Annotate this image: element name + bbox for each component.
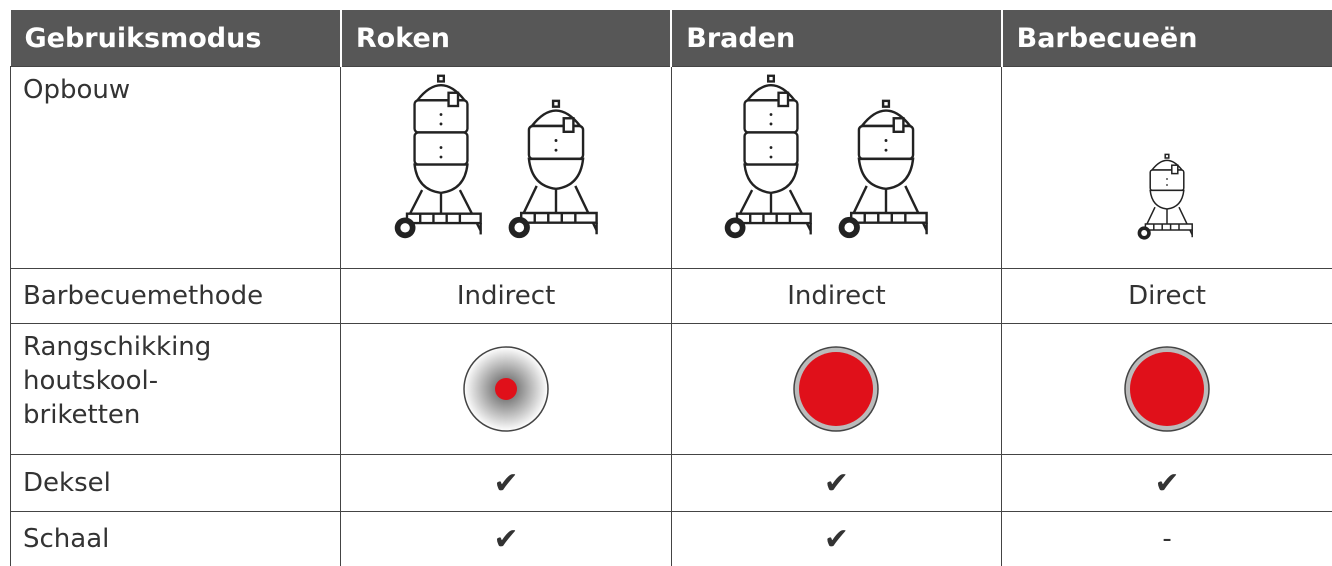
row-label: Barbecuemethode [11,269,341,324]
check: ✔ [671,455,1001,512]
row: Opbouw [11,67,1332,269]
row: Barbecuemethode Indirect Indirect Direct [11,269,1332,324]
dash: - [1002,512,1332,566]
header-row: Gebruiksmodus Roken Braden Barbecueën [11,10,1332,67]
image-cell [341,67,671,269]
header-cell: Gebruiksmodus [11,10,341,67]
check: ✔ [341,455,671,512]
image-cell [1002,67,1332,269]
row-label: Opbouw [11,67,341,269]
charcoal-full [791,344,881,434]
row-label: Rangschikking houtskool- briketten [11,324,341,455]
row: Rangschikking houtskool- briketten [11,324,1332,455]
page: Gebruiksmodus Roken Braden Barbecueën Op… [0,0,1332,551]
header-cell: Barbecueën [1002,10,1332,67]
grill-illustration [386,67,626,247]
grill-illustration [716,67,956,247]
mode-table: Gebruiksmodus Roken Braden Barbecueën Op… [10,10,1332,566]
cell: Indirect [671,269,1001,324]
image-cell [671,324,1001,455]
cell: Direct [1002,269,1332,324]
charcoal-indirect [461,344,551,434]
image-cell [341,324,671,455]
image-cell [1002,324,1332,455]
row-label: Deksel [11,455,341,512]
row-label: Schaal [11,512,341,566]
row: Schaal ✔ ✔ - [11,512,1332,566]
grill-illustration [1107,67,1227,247]
charcoal-full [1122,344,1212,434]
check: ✔ [671,512,1001,566]
image-cell [671,67,1001,269]
cell: Indirect [341,269,671,324]
header-cell: Roken [341,10,671,67]
check: ✔ [1002,455,1332,512]
header-cell: Braden [671,10,1001,67]
row: Deksel ✔ ✔ ✔ [11,455,1332,512]
check: ✔ [341,512,671,566]
